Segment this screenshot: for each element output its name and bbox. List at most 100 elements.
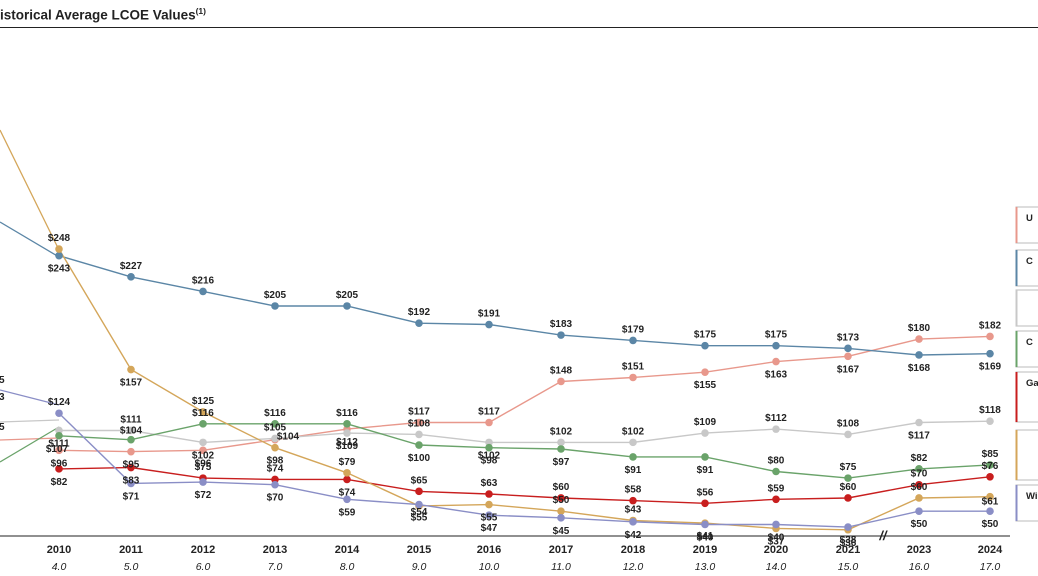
series-line (58, 466, 991, 505)
data-label: $75 (840, 462, 857, 473)
data-point (343, 420, 351, 428)
data-point (127, 435, 135, 444)
data-point (557, 494, 565, 502)
data-point (701, 520, 709, 529)
data-point (915, 418, 923, 427)
legend-label: U (1026, 213, 1033, 224)
data-label: $70 (911, 469, 928, 480)
data-label: $42 (625, 530, 642, 541)
data-label: $95 (123, 460, 140, 471)
data-label: $173 (837, 332, 860, 343)
data-point (415, 430, 423, 439)
x-index-label: 7.0 (268, 561, 283, 573)
data-point (485, 418, 493, 427)
data-label: $82 (911, 453, 928, 464)
data-label: $205 (336, 290, 359, 301)
series-line-incoming (0, 389, 60, 406)
data-label: $116 (192, 408, 214, 419)
chart-title-text: istorical Average LCOE Values (0, 7, 196, 23)
data-label: $71 (123, 491, 140, 502)
legend-label: Ga (1026, 378, 1038, 389)
data-point (557, 507, 565, 516)
data-label: $41 (697, 531, 714, 542)
data-point (485, 443, 493, 452)
data-point (701, 368, 709, 376)
data-label: $116 (336, 408, 358, 419)
series-line-incoming (0, 419, 60, 423)
data-point (701, 453, 709, 461)
data-point (485, 490, 493, 498)
data-point (772, 341, 780, 350)
data-point (55, 251, 63, 260)
data-label: $50 (982, 519, 999, 530)
x-tick-label: 2015 (407, 544, 431, 556)
data-point (772, 467, 780, 476)
data-label: $180 (908, 323, 931, 334)
data-point (844, 474, 852, 482)
data-point (915, 335, 923, 343)
x-tick-label: 2012 (191, 544, 215, 556)
data-label: $117 (408, 407, 430, 418)
data-label: $37 (768, 536, 785, 547)
x-tick-label: 2023 (907, 544, 931, 556)
data-label: $45 (553, 526, 570, 537)
x-index-label: 17.0 (980, 561, 1001, 573)
data-point (629, 453, 637, 461)
x-tick-label: 2013 (263, 544, 287, 556)
data-point (772, 520, 780, 529)
data-point (557, 438, 565, 447)
data-label: $163 (765, 370, 788, 381)
data-point (485, 511, 493, 519)
data-label: $50 (911, 519, 928, 530)
data-point (629, 438, 637, 447)
data-point (629, 496, 637, 505)
data-point (271, 475, 279, 484)
data-label: $100 (408, 453, 431, 464)
data-point (701, 499, 709, 508)
data-label: $40 (768, 532, 785, 543)
data-label: $205 (264, 290, 287, 301)
data-label: $96 (195, 458, 212, 469)
data-point (271, 434, 279, 443)
x-tick-label: 2019 (693, 544, 717, 556)
data-label: $248 (48, 233, 71, 244)
data-point (557, 514, 565, 522)
data-label: $243 (48, 264, 71, 275)
data-label: $43 (625, 504, 642, 515)
data-label: $117 (908, 431, 930, 442)
data-label: $75 (195, 462, 212, 473)
data-point (415, 441, 423, 449)
data-label: $104 (120, 426, 143, 437)
data-label: $112 (765, 413, 787, 424)
data-point (271, 420, 279, 428)
x-tick-label: 2010 (47, 544, 71, 556)
legend-box (1015, 289, 1038, 327)
series-line (58, 248, 991, 531)
data-point (485, 500, 493, 509)
data-label: $60 (553, 482, 570, 493)
data-label: $117 (478, 407, 500, 418)
data-label: $40 (697, 532, 714, 543)
data-label: $74 (267, 463, 284, 474)
series-line (58, 412, 990, 528)
data-label: $54 (411, 507, 428, 518)
data-point (844, 344, 852, 353)
data-label: $83 (123, 476, 140, 487)
data-label: $59 (768, 483, 785, 494)
data-point (485, 438, 493, 447)
data-point (55, 426, 63, 435)
x-index-label: 11.0 (551, 561, 571, 573)
data-label: $79 (339, 457, 356, 468)
series-line (59, 420, 991, 444)
x-index-label: 13.0 (695, 561, 716, 573)
data-label: $116 (264, 408, 286, 419)
x-tick-label: 2017 (549, 544, 573, 556)
data-point (557, 331, 565, 339)
x-index-label: 9.0 (412, 561, 427, 573)
data-point (915, 480, 923, 489)
x-tick-label: 2021 (836, 544, 860, 556)
x-index-label: 6.0 (196, 561, 211, 573)
data-label: $112 (336, 437, 358, 448)
data-label: $102 (550, 426, 573, 437)
